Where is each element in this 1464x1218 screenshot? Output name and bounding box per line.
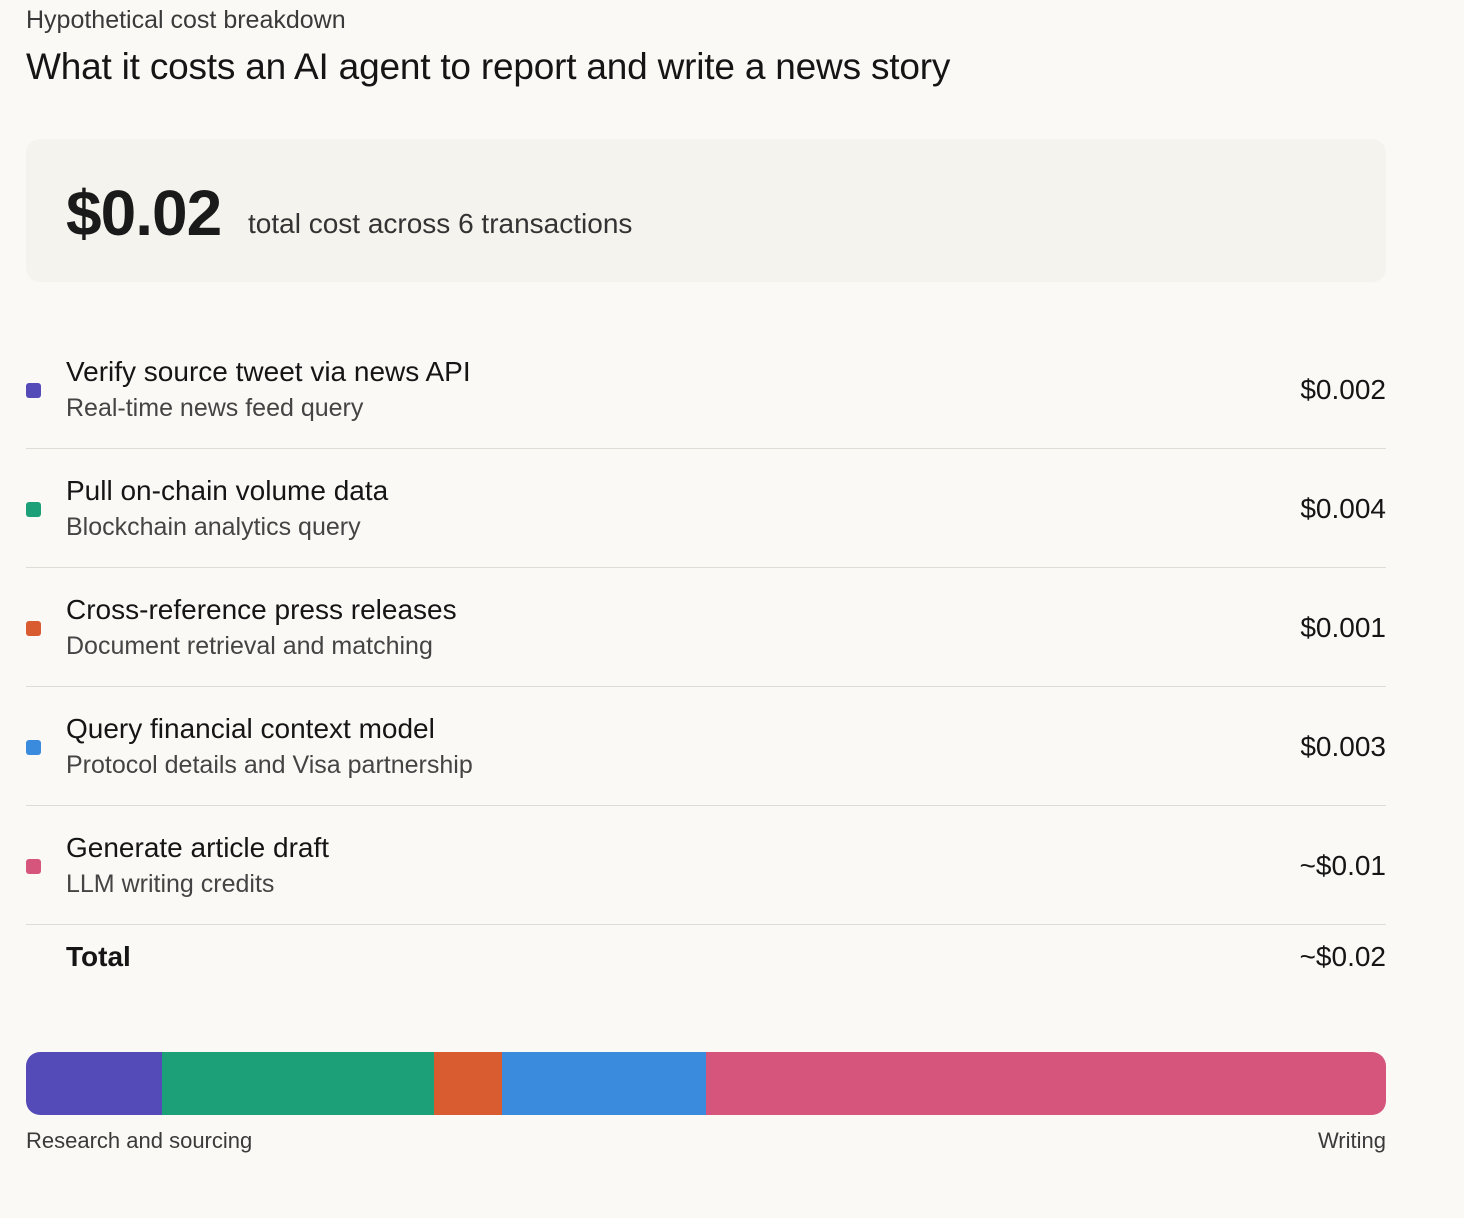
- list-item: Pull on-chain volume data Blockchain ana…: [26, 449, 1386, 568]
- item-name: Cross-reference press releases: [66, 594, 457, 625]
- color-swatch: [26, 621, 41, 636]
- list-item: Generate article draft LLM writing credi…: [26, 806, 1386, 925]
- bar-left-label: Research and sourcing: [26, 1128, 253, 1153]
- stacked-cost-bar: [26, 1052, 1386, 1115]
- bar-segment-1: [26, 1052, 162, 1115]
- item-description: Blockchain analytics query: [66, 513, 361, 541]
- summary-card: [26, 139, 1386, 282]
- color-swatch: [26, 859, 41, 874]
- item-amount: ~$0.01: [1299, 850, 1386, 881]
- item-amount: $0.001: [1300, 612, 1386, 643]
- color-swatch: [26, 502, 41, 517]
- item-name: Query financial context model: [66, 713, 435, 744]
- item-name: Pull on-chain volume data: [66, 475, 389, 506]
- bar-right-label: Writing: [1317, 1128, 1386, 1153]
- bar-segment-5: [706, 1052, 1386, 1115]
- bar-segment-2: [162, 1052, 434, 1115]
- total-amount: $0.02: [66, 177, 222, 249]
- item-name: Verify source tweet via news API: [66, 356, 471, 387]
- item-description: Document retrieval and matching: [66, 632, 433, 660]
- kicker: Hypothetical cost breakdown: [26, 6, 346, 34]
- bar-segment-4: [502, 1052, 706, 1115]
- total-value: ~$0.02: [1299, 941, 1386, 972]
- item-amount: $0.003: [1300, 731, 1386, 762]
- item-name: Generate article draft: [66, 832, 330, 863]
- color-swatch: [26, 740, 41, 755]
- total-label: Total: [66, 941, 131, 972]
- bar-segment-3: [434, 1052, 502, 1115]
- total-row: Total ~$0.02: [26, 925, 1386, 1015]
- cost-list: Verify source tweet via news API Real-ti…: [26, 330, 1386, 1015]
- item-amount: $0.002: [1300, 374, 1386, 405]
- item-description: Real-time news feed query: [66, 394, 364, 422]
- page-title: What it costs an AI agent to report and …: [26, 46, 951, 87]
- item-description: Protocol details and Visa partnership: [66, 751, 473, 779]
- list-item: Verify source tweet via news API Real-ti…: [26, 330, 1386, 449]
- list-item: Cross-reference press releases Document …: [26, 568, 1386, 687]
- item-amount: $0.004: [1300, 493, 1386, 524]
- list-item: Query financial context model Protocol d…: [26, 687, 1386, 806]
- item-description: LLM writing credits: [66, 870, 275, 898]
- summary-text: total cost across 6 transactions: [248, 208, 633, 239]
- color-swatch: [26, 383, 41, 398]
